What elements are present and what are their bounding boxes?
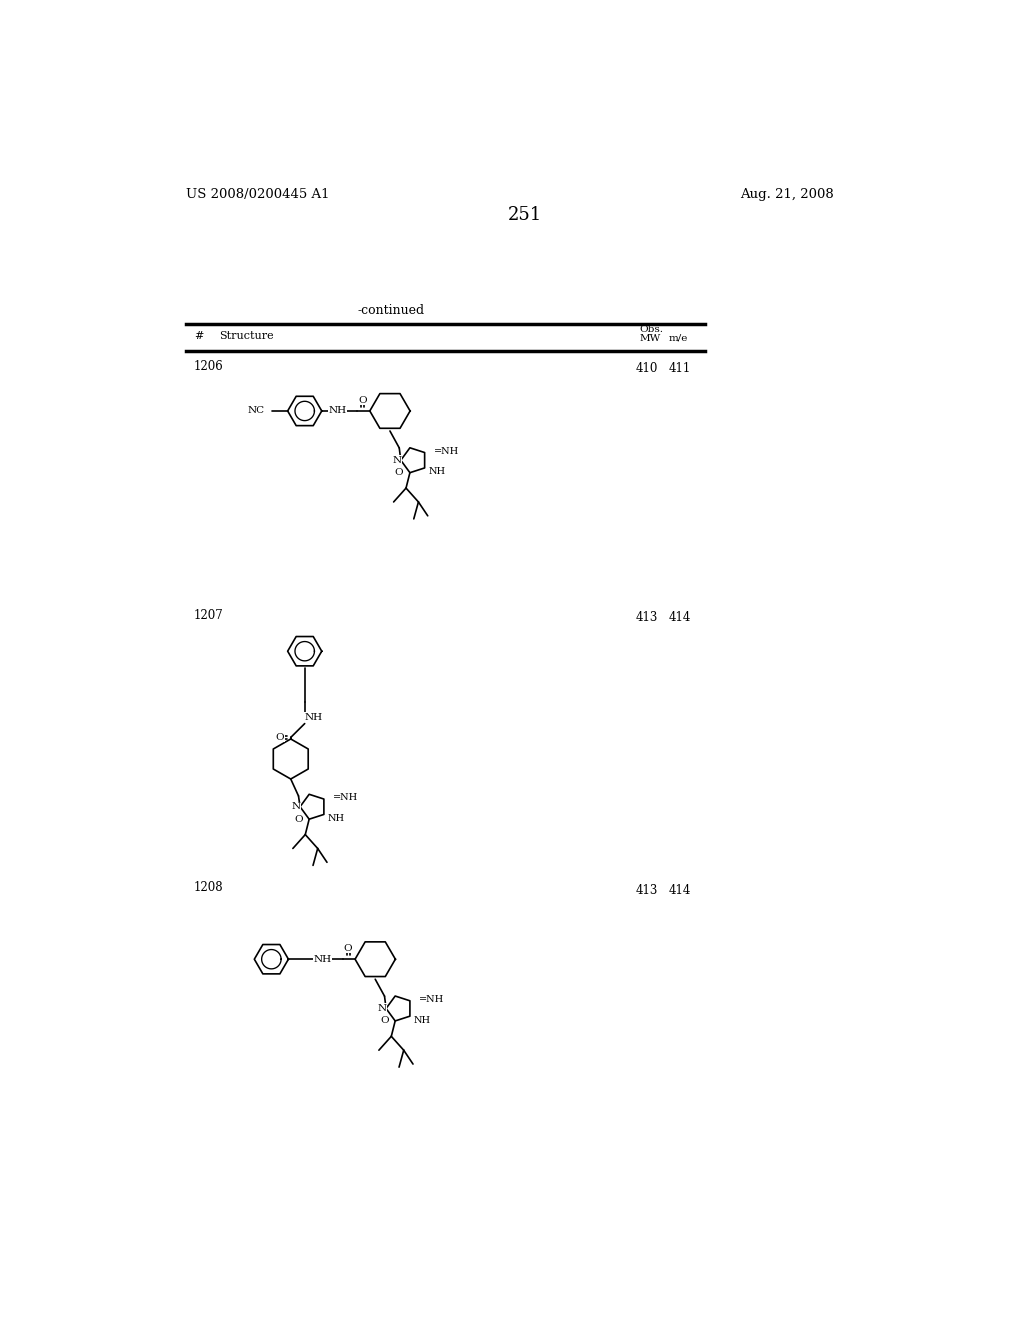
Text: Aug. 21, 2008: Aug. 21, 2008 [740,189,834,202]
Text: O: O [358,396,368,405]
Text: m/e: m/e [669,334,687,343]
Text: -continued: -continued [358,304,425,317]
Text: 1207: 1207 [194,609,223,622]
Text: NH: NH [328,407,346,416]
Text: 413: 413 [636,884,658,896]
Text: =NH: =NH [419,995,444,1003]
Text: NC: NC [247,407,264,416]
Text: NH: NH [428,467,445,477]
Text: O: O [275,733,285,742]
Text: N: N [378,1005,387,1012]
Text: 410: 410 [636,363,658,375]
Text: NH: NH [313,954,332,964]
Text: 414: 414 [669,611,691,624]
Text: 1206: 1206 [194,360,223,374]
Text: =NH: =NH [434,446,459,455]
Text: N: N [392,455,401,465]
Text: #: # [194,330,203,341]
Text: 411: 411 [669,363,691,375]
Text: =NH: =NH [333,793,358,803]
Text: O: O [394,469,403,478]
Text: 413: 413 [636,611,658,624]
Text: 1208: 1208 [194,882,223,895]
Text: O: O [294,814,303,824]
Text: O: O [344,944,352,953]
Text: Structure: Structure [219,330,274,341]
Text: NH: NH [414,1015,431,1024]
Text: US 2008/0200445 A1: US 2008/0200445 A1 [186,189,330,202]
Text: NH: NH [305,713,323,722]
Text: O: O [380,1016,389,1026]
Text: Obs.: Obs. [640,326,664,334]
Text: MW: MW [640,334,660,343]
Text: 414: 414 [669,884,691,896]
Text: 251: 251 [508,206,542,224]
Text: N: N [292,803,301,812]
Text: NH: NH [328,814,345,822]
